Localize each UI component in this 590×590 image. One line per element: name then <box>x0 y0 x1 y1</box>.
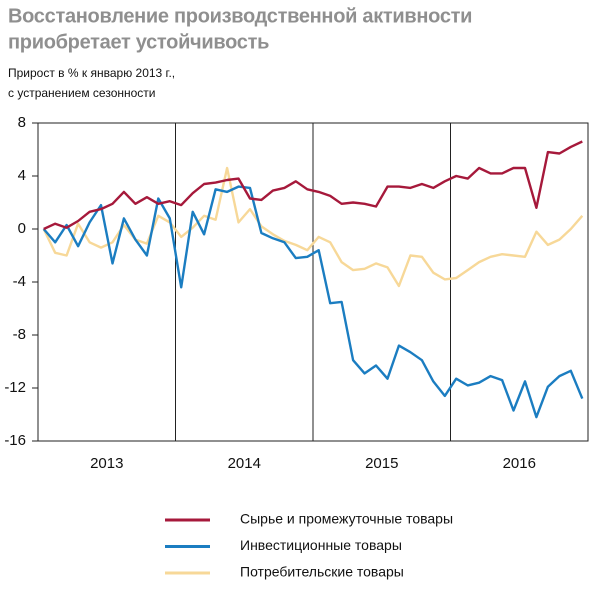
y-tick-label: 4 <box>18 167 26 184</box>
y-tick-label: -8 <box>13 326 26 343</box>
x-group-label: 2014 <box>228 455 261 472</box>
x-group-label: 2013 <box>90 455 123 472</box>
chart-title: приобретает устойчивость <box>8 31 269 53</box>
subtitle: с устранением сезонности <box>8 86 156 100</box>
y-tick-label: -12 <box>4 379 26 396</box>
legend-label: Инвестиционные товары <box>240 537 402 553</box>
y-tick-label: -16 <box>4 432 26 449</box>
y-tick-label: -4 <box>13 273 26 290</box>
x-group-label: 2016 <box>503 455 536 472</box>
series-line <box>43 140 583 231</box>
series-line <box>42 185 584 419</box>
subtitle: Прирост в % к январю 2013 г., <box>8 66 175 80</box>
x-group-label: 2015 <box>365 455 398 472</box>
legend-label: Сырье и промежуточные товары <box>240 511 453 527</box>
legend-label: Потребительские товары <box>240 564 404 580</box>
y-tick-label: 0 <box>18 220 26 237</box>
y-tick-label: 8 <box>18 114 26 131</box>
chart-title: Восстановление производственной активнос… <box>8 5 472 27</box>
